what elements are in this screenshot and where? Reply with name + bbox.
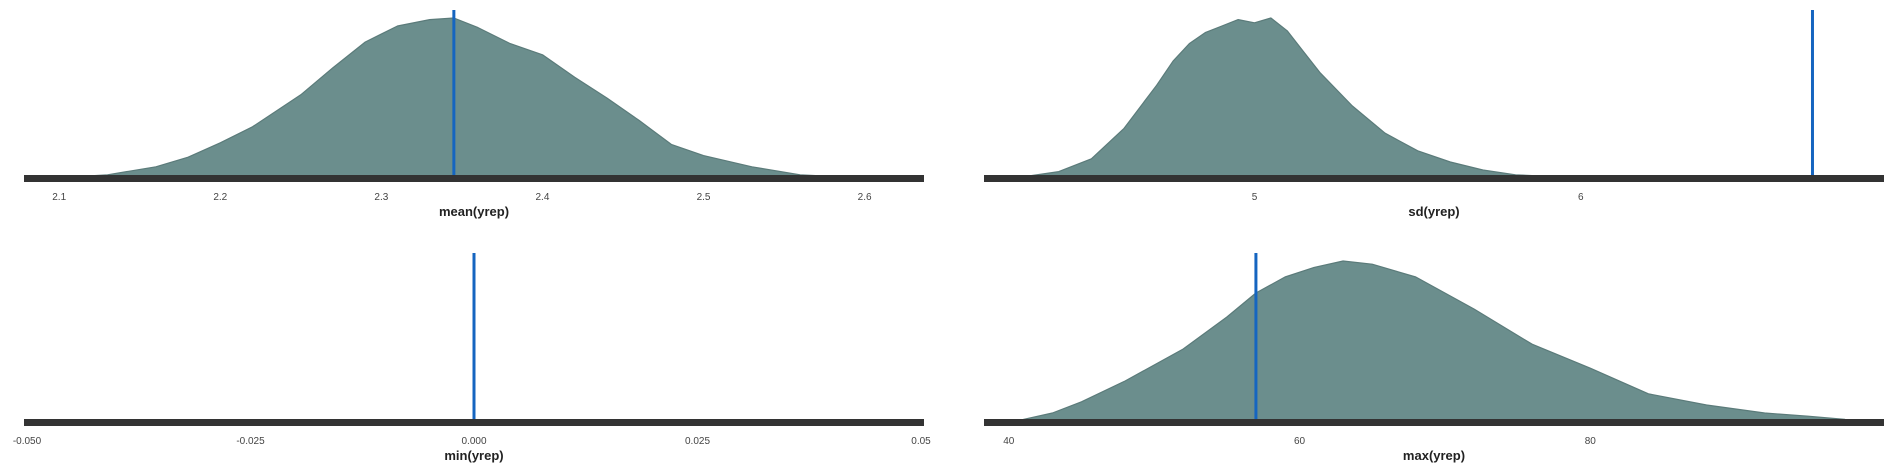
- x-tick-label: 2.3: [374, 192, 388, 203]
- x-axis-line: [984, 175, 1884, 182]
- x-axis-line: [24, 175, 924, 182]
- x-tick-label: 40: [1003, 436, 1015, 447]
- stat-panel: 5 6 sd(yrep): [984, 10, 1884, 219]
- x-tick-label: 60: [1294, 436, 1306, 447]
- x-tick-label: 5: [1252, 192, 1258, 203]
- stat-panel: -0.050 -0.025 0.000 0.025 0.05 min(yrep): [13, 253, 931, 463]
- stat-panel: 2.1 2.2 2.3 2.4 2.5 2.6 mean(yrep): [24, 10, 924, 219]
- x-tick-label: 2.5: [697, 192, 711, 203]
- x-tick-label: 0.000: [461, 436, 486, 447]
- stat-panel: 40 60 80 max(yrep): [984, 253, 1884, 463]
- x-axis-title: sd(yrep): [1408, 204, 1459, 219]
- yrep-density: [1025, 17, 1810, 179]
- x-axis-line: [24, 419, 924, 426]
- x-tick-label: 2.1: [52, 192, 66, 203]
- x-tick-label: 6: [1578, 192, 1584, 203]
- x-axis-title: max(yrep): [1403, 448, 1465, 463]
- x-tick-label: 2.4: [536, 192, 550, 203]
- x-tick-label: -0.025: [236, 436, 265, 447]
- x-axis-line: [984, 419, 1884, 426]
- x-tick-label: -0.050: [13, 436, 42, 447]
- x-axis-title: mean(yrep): [439, 204, 509, 219]
- x-tick-label: 0.025: [685, 436, 710, 447]
- yrep-density: [1022, 260, 1846, 422]
- x-tick-label: 2.6: [858, 192, 872, 203]
- x-tick-label: 2.2: [213, 192, 227, 203]
- x-tick-label: 80: [1585, 436, 1597, 447]
- yrep-density: [66, 17, 882, 179]
- x-tick-label: 0.05: [911, 436, 931, 447]
- x-axis-title: min(yrep): [444, 448, 503, 463]
